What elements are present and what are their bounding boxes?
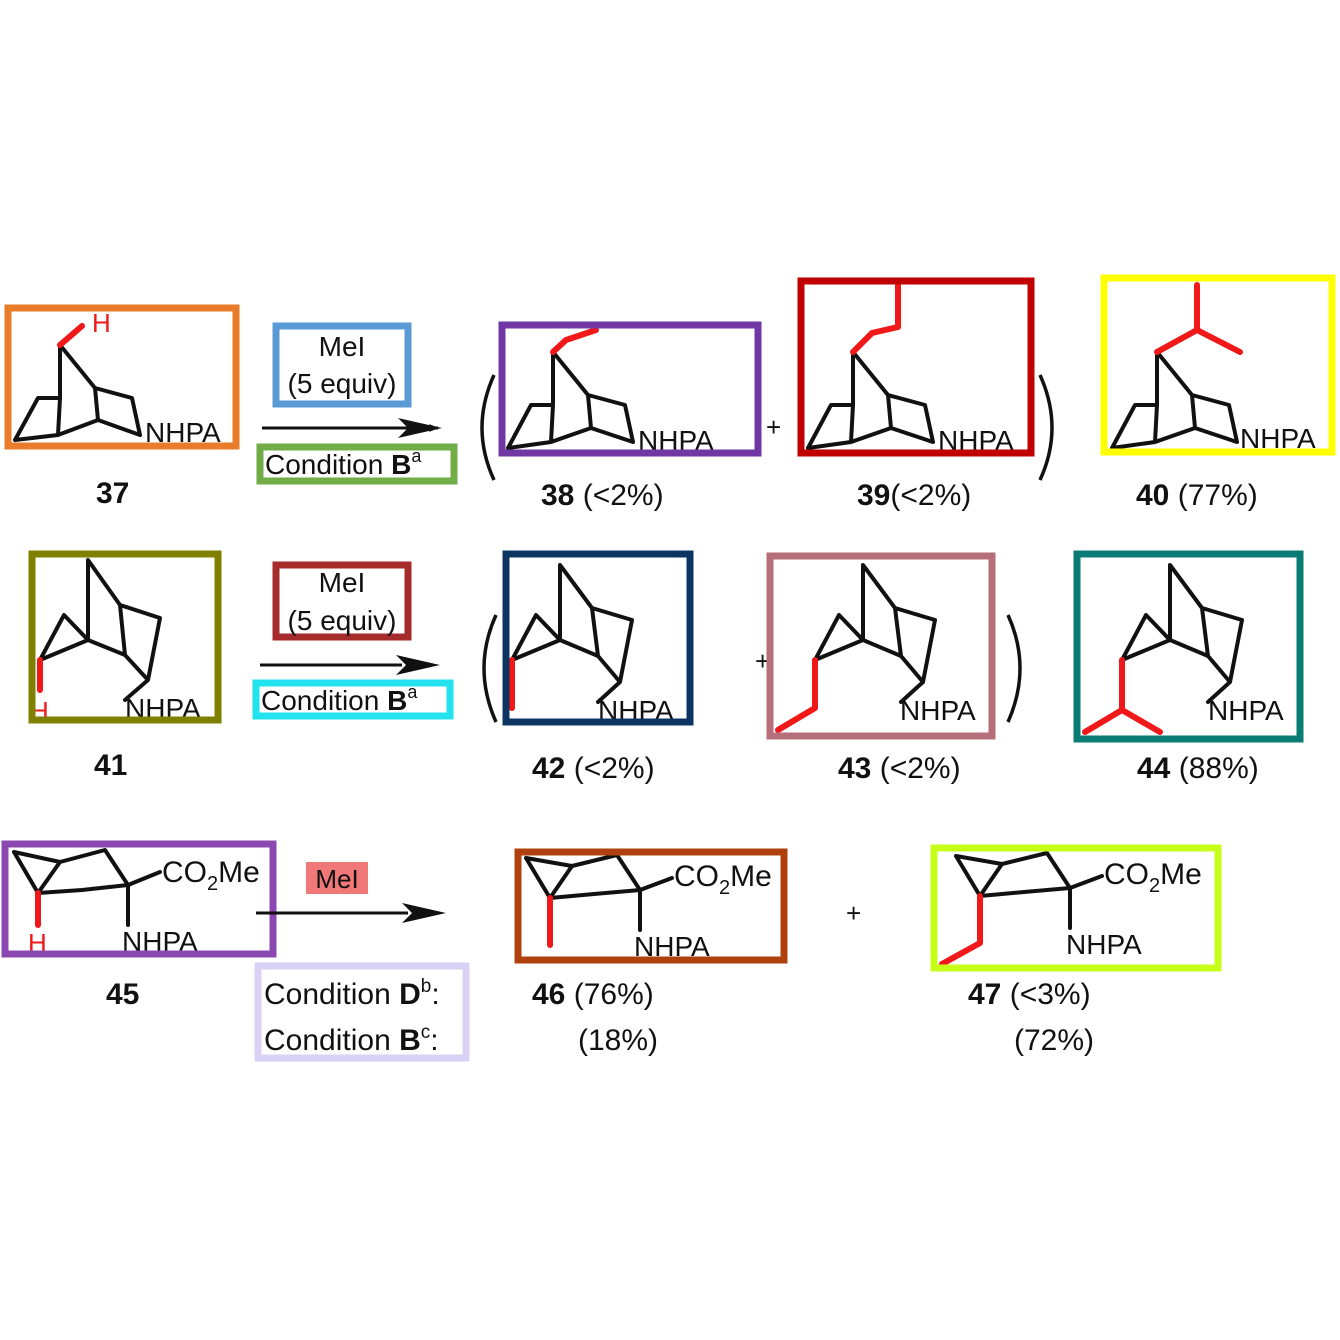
red-ethyl-39 [850,282,901,355]
reagent-equiv-2: (5 equiv) [288,605,397,636]
red-isopropyl-40 [1154,282,1243,355]
compound-43: NHPA 43 (<2%) [766,552,996,785]
compound-41: H NHPA 41 [28,550,222,782]
yield-46-condition-b: (18%) [578,1024,658,1057]
condition-box-1 [256,443,458,485]
red-ethyl-47 [939,893,983,967]
plus-sign-1: + [766,412,781,442]
condition-box-2 [252,679,454,720]
compound-number-45: 45 [106,978,139,1011]
co2me-label: CO2Me [674,860,772,899]
arrow-head-1 [398,418,442,438]
reagent-mei-1: MeI [319,331,366,362]
highlight-box-39 [797,277,1035,457]
highlight-box-46 [514,848,788,964]
left-paren-1 [480,374,496,481]
highlight-box-37 [4,304,240,450]
yield-47-condition-b: (72%) [1014,1024,1094,1057]
plus-sign-3: + [846,898,861,928]
condition-label-1: Condition Ba [265,446,422,480]
compound-37: H NHPA 37 [4,304,240,510]
highlight-box-45 [1,840,277,958]
compound-number-41: 41 [94,749,127,782]
reaction-arrow-2: MeI (5 equiv) Condition Ba [252,561,454,720]
highlight-box-47 [930,844,1222,972]
red-ch-bond [57,323,85,348]
plus-sign-2: + [755,646,770,676]
reagent-box-2 [272,561,412,641]
compound-42: NHPA 42 (<2%) [502,550,694,785]
red-ethyl-43 [775,657,818,733]
compound-label-40: 40 (77%) [1136,479,1258,512]
compound-44: NHPA 44 (88%) [1073,550,1304,785]
nhpa-label: NHPA [1066,929,1142,960]
reagent-mei-2: MeI [319,567,366,598]
red-isopropyl-44 [1082,657,1163,735]
highlight-box-41 [28,550,222,724]
reagent-box-3 [306,862,368,894]
co2me-label: CO2Me [162,856,260,895]
highlight-box-42 [502,550,694,726]
condition-b-label: Condition Bc: [264,1022,439,1057]
compound-label-44: 44 (88%) [1137,752,1259,785]
reaction-arrow-3: MeI Condition Db: Condition Bc: [254,862,470,1062]
reagent-box-1 [272,322,412,408]
arrow-head-2 [396,655,440,675]
left-paren-2 [482,614,498,723]
compound-label-43: 43 (<2%) [838,752,961,785]
highlight-box-43 [766,552,996,740]
highlight-box-40 [1100,274,1336,456]
condition-box-3 [254,962,470,1062]
nhpa-label: NHPA [1208,695,1284,726]
compound-39: NHPA 39(<2%) [797,277,1035,512]
compound-label-42: 42 (<2%) [532,752,655,785]
compound-label-46: 46 (76%) [532,978,654,1011]
compound-46: CO2Me NHPA 46 (76%) (18%) [514,848,788,1057]
norbornane-skeleton [13,343,142,442]
red-methyl-38 [550,327,599,355]
compound-label-47: 47 (<3%) [968,978,1091,1011]
highlight-box-38 [498,321,762,457]
compound-45: H CO2Me NHPA 45 [1,840,277,1011]
compound-label-39: 39(<2%) [857,479,971,512]
condition-label-2: Condition Ba [261,682,418,716]
right-paren-1 [1038,374,1054,481]
nhpa-label: NHPA [900,695,976,726]
right-paren-2 [1006,614,1022,723]
arrow-head-3 [402,903,446,923]
reagent-mei-3: MeI [315,864,358,894]
condition-d-label: Condition Db: [264,976,440,1011]
compound-40: NHPA 40 (77%) [1100,274,1336,512]
compound-label-38: 38 (<2%) [541,479,664,512]
compound-number-37: 37 [96,477,129,510]
h-label: H [92,308,111,338]
reagent-equiv-1: (5 equiv) [288,368,397,399]
reaction-arrow-1: MeI (5 equiv) Condition Ba [256,322,458,485]
compound-47: CO2Me NHPA 47 (<3%) (72%) [930,844,1222,1057]
highlight-box-44 [1073,550,1304,743]
co2me-label: CO2Me [1104,858,1202,897]
compound-38: NHPA 38 (<2%) [498,321,762,512]
